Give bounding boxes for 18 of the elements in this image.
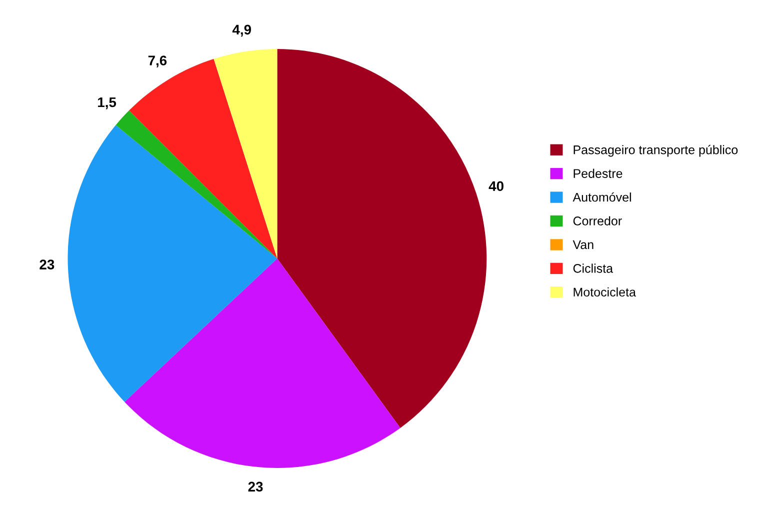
legend-label: Motocicleta: [574, 287, 636, 297]
legend-label: Van: [572, 240, 594, 250]
legend-label: Corredor: [573, 216, 622, 226]
data-label: 23: [248, 482, 263, 492]
data-label: 4,9: [232, 24, 252, 37]
legend-label: Passageiro transporte público: [574, 144, 738, 157]
data-label: 40: [488, 181, 504, 192]
pie-slice: [277, 49, 487, 428]
legend-label: Pedestre: [574, 168, 622, 178]
pie-slice: [68, 125, 278, 402]
legend-label: Automóvel: [572, 192, 631, 202]
data-label: 7,6: [148, 56, 167, 68]
pie-slice: [116, 110, 278, 258]
legend-label: Ciclista: [573, 264, 614, 273]
data-label: 23: [40, 260, 54, 270]
data-label: 1,5: [98, 97, 116, 110]
pie-slice: [214, 49, 278, 258]
pie-slice: [124, 258, 400, 468]
